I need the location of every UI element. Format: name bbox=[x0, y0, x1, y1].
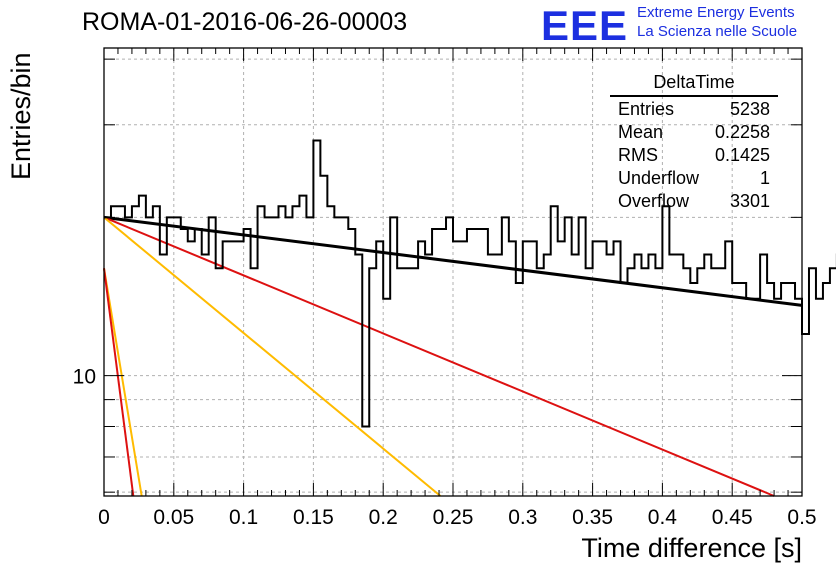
histogram bbox=[104, 139, 836, 428]
x-tick-label: 0.05 bbox=[153, 506, 194, 529]
x-tick-label: 0.1 bbox=[229, 506, 258, 529]
stats-row-entries: Entries 5238 bbox=[610, 98, 778, 121]
logo-caption-line2: La Scienza nelle Scuole bbox=[637, 23, 798, 40]
stats-row-rms: RMS 0.1425 bbox=[610, 144, 778, 167]
stats-row-underflow: Underflow 1 bbox=[610, 167, 778, 190]
stats-label: Overflow bbox=[618, 191, 690, 211]
x-axis-label: Time difference [s] bbox=[581, 533, 802, 563]
x-tick-label: 0 bbox=[98, 506, 110, 529]
x-tick-labels: 0 0.05 0.1 0.15 0.2 0.25 0.3 0.35 0.4 0.45 0.5 bbox=[98, 506, 816, 529]
y-tick-label: 10 bbox=[73, 366, 96, 389]
x-tick-label: 0.2 bbox=[369, 506, 398, 529]
stats-value: 5238 bbox=[729, 99, 770, 119]
x-tick-label: 0.25 bbox=[433, 506, 474, 529]
fit-line bbox=[103, 268, 135, 497]
stats-row-overflow: Overflow 3301 bbox=[610, 190, 778, 213]
axis-ticks bbox=[103, 48, 803, 496]
stats-title: DeltaTime bbox=[610, 72, 778, 97]
logo-caption-line1: Extreme Energy Events bbox=[637, 4, 795, 21]
fit-line bbox=[103, 216, 442, 497]
stats-value: 3301 bbox=[729, 191, 770, 211]
stats-label: Entries bbox=[618, 99, 675, 119]
x-tick-label: 0.45 bbox=[712, 506, 753, 529]
x-tick-label: 0.3 bbox=[508, 506, 537, 529]
fit-line bbox=[103, 215, 803, 307]
run-title: ROMA-01-2016-06-26-00003 bbox=[82, 8, 408, 36]
x-tick-label: 0.5 bbox=[787, 506, 816, 529]
stats-row-mean: Mean 0.2258 bbox=[610, 121, 778, 144]
x-tick-label: 0.15 bbox=[293, 506, 334, 529]
histogram-step-line bbox=[104, 139, 836, 428]
y-axis-label: Entries/bin bbox=[6, 52, 36, 180]
stats-label: Mean bbox=[618, 122, 664, 142]
stats-value: 0.2258 bbox=[714, 122, 770, 142]
x-tick-label: 0.35 bbox=[572, 506, 613, 529]
stats-value: 0.1425 bbox=[714, 145, 770, 165]
stats-label: Underflow bbox=[618, 168, 700, 188]
logo-caption: Extreme Energy Events La Scienza nelle S… bbox=[637, 3, 797, 41]
stats-box: DeltaTime Entries 5238 Mean 0.2258 RMS 0… bbox=[610, 72, 778, 213]
y-tick-labels: 10 bbox=[73, 366, 96, 389]
fit-line bbox=[103, 268, 143, 497]
stats-label: RMS bbox=[618, 145, 658, 165]
x-tick-label: 0.4 bbox=[648, 506, 678, 529]
eee-logo: EEE bbox=[541, 2, 629, 49]
stats-value: 1 bbox=[759, 168, 770, 188]
